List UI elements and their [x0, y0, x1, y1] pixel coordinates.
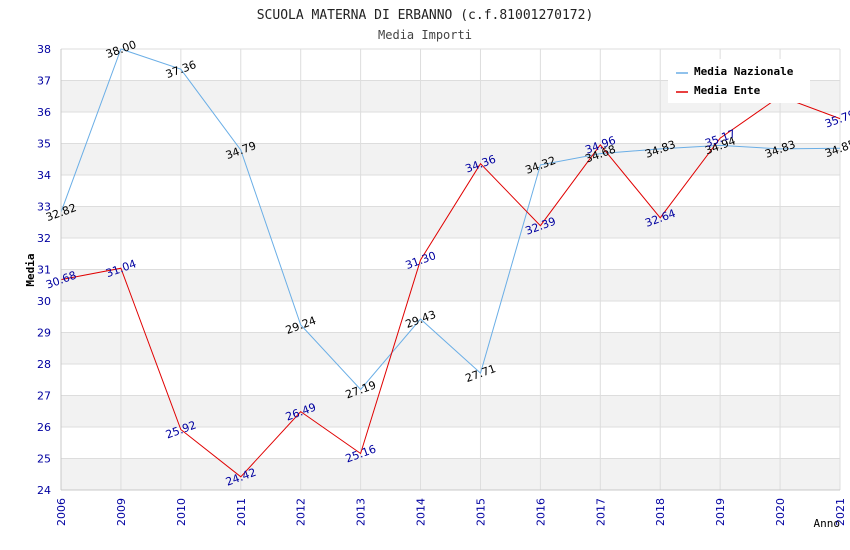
grid-band	[61, 269, 840, 301]
y-tick-label: 29	[37, 327, 51, 340]
grid-band	[61, 395, 840, 427]
y-tick-label: 38	[37, 43, 51, 56]
x-tick-label: 2006	[55, 498, 68, 526]
chart-subtitle: Media Importi	[378, 28, 472, 42]
x-tick-label: 2019	[714, 498, 727, 526]
grid-band	[61, 332, 840, 364]
data-label: 34.85	[823, 137, 850, 160]
x-tick-label: 2020	[774, 498, 787, 526]
series-line-nazionale	[60, 48, 841, 391]
y-tick-label: 30	[37, 295, 51, 308]
y-tick-label: 24	[37, 484, 51, 497]
y-tick-label: 34	[37, 169, 51, 182]
y-tick-label: 36	[37, 106, 51, 119]
y-tick-label: 31	[37, 264, 51, 277]
grid-band	[61, 458, 840, 490]
series-lines	[60, 48, 841, 478]
x-tick-label: 2011	[235, 498, 248, 526]
axes: 24 25 26 27 28 29 30 31 32 33 34 35 36 37 38 2006 2009 20…	[37, 43, 847, 526]
x-tick-label: 2016	[534, 498, 547, 526]
y-tick-label: 27	[37, 390, 51, 403]
legend-label-ente: Media Ente	[694, 84, 761, 97]
y-tick-label: 28	[37, 358, 51, 371]
chart-title: SCUOLA MATERNA DI ERBANNO (c.f.810012701…	[257, 8, 594, 23]
x-tick-label: 2013	[355, 498, 368, 526]
y-tick-label: 32	[37, 232, 51, 245]
grid-band	[61, 143, 840, 175]
y-tick-label: 25	[37, 453, 51, 466]
x-tick-label: 2018	[654, 498, 667, 526]
legend-box	[668, 59, 810, 103]
x-tick-label: 2017	[594, 498, 607, 526]
y-tick-label: 33	[37, 201, 51, 214]
y-tick-label: 37	[37, 75, 51, 88]
x-tick-label: 2021	[834, 498, 847, 526]
y-tick-label: 35	[37, 138, 51, 151]
x-tick-label: 2015	[474, 498, 487, 526]
x-tick-label: 2014	[415, 498, 428, 526]
series-line-ente	[60, 95, 841, 478]
legend-label-nazionale: Media Nazionale	[694, 65, 794, 78]
x-axis-label: Anno	[814, 517, 841, 530]
y-tick-label: 26	[37, 421, 51, 434]
legend: Media Nazionale Media Ente	[668, 59, 810, 103]
x-tick-label: 2009	[115, 498, 128, 526]
y-axis-label: Media	[24, 253, 37, 286]
x-tick-label: 2012	[295, 498, 308, 526]
grid	[60, 48, 841, 491]
x-tick-label: 2010	[175, 498, 188, 526]
